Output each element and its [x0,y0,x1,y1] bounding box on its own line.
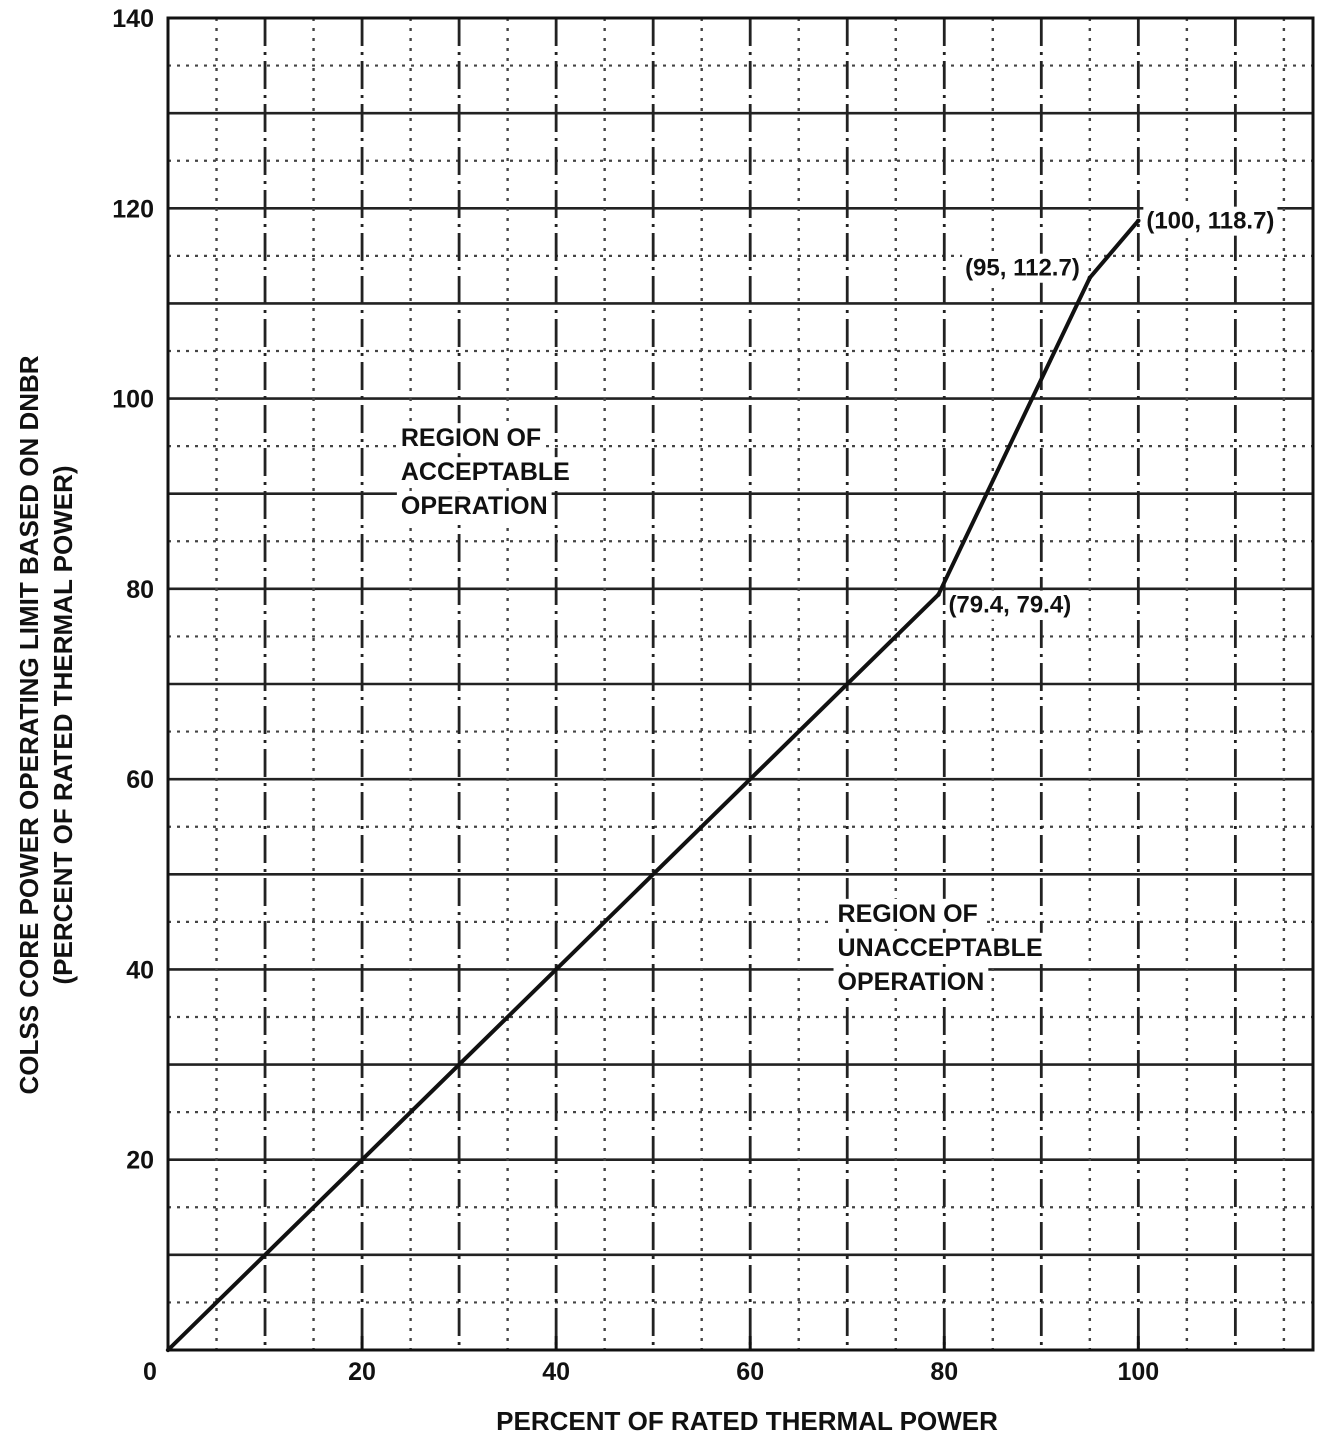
point-label-0: (79.4, 79.4) [948,592,1071,619]
series-point-0 [166,1348,170,1352]
series-point-2 [1088,276,1092,280]
region-label-1-line-2: OPERATION [838,968,985,996]
x-tick-label-40: 40 [542,1358,570,1386]
y-tick-label-120: 120 [112,195,154,223]
y-tick-label-40: 40 [126,956,154,984]
annotations: (79.4, 79.4) (95, 112.7) (100, 118.7) REGIO… [397,207,1278,997]
x-tick-label-80: 80 [930,1358,958,1386]
grid [168,18,1313,1350]
region-label-0-line-2: OPERATION [401,492,548,520]
tick-labels: 0 20 40 60 80 100 20 40 60 80 100 120 140 [112,5,1159,1386]
region-label-1-line-1: UNACCEPTABLE [838,934,1043,962]
y-tick-label-80: 80 [126,576,154,604]
region-label-0-line-0: REGION OF [401,424,541,452]
y-axis-label: COLSS CORE POWER OPERATING LIMIT BASED O… [14,355,44,1094]
x-axis-label: PERCENT OF RATED THERMAL POWER [496,1406,998,1436]
y-tick-label-60: 60 [126,766,154,794]
x-tick-label-20: 20 [348,1358,376,1386]
y-tick-label-20: 20 [126,1147,154,1175]
y-tick-label-100: 100 [112,386,154,414]
point-label-2: (100, 118.7) [1146,208,1274,235]
point-label-1: (95, 112.7) [965,255,1080,282]
region-label-0-line-1: ACCEPTABLE [401,458,570,486]
series-point-3 [1136,218,1140,222]
y-tick-label-140: 140 [112,5,154,33]
x-tick-label-0: 0 [143,1358,157,1386]
x-tick-label-60: 60 [736,1358,764,1386]
series-point-1 [936,592,940,596]
y-axis-label-units: (PERCENT OF RATED THERMAL POWER) [48,465,78,984]
x-tick-label-100: 100 [1117,1358,1159,1386]
region-label-1-line-0: REGION OF [838,900,978,928]
